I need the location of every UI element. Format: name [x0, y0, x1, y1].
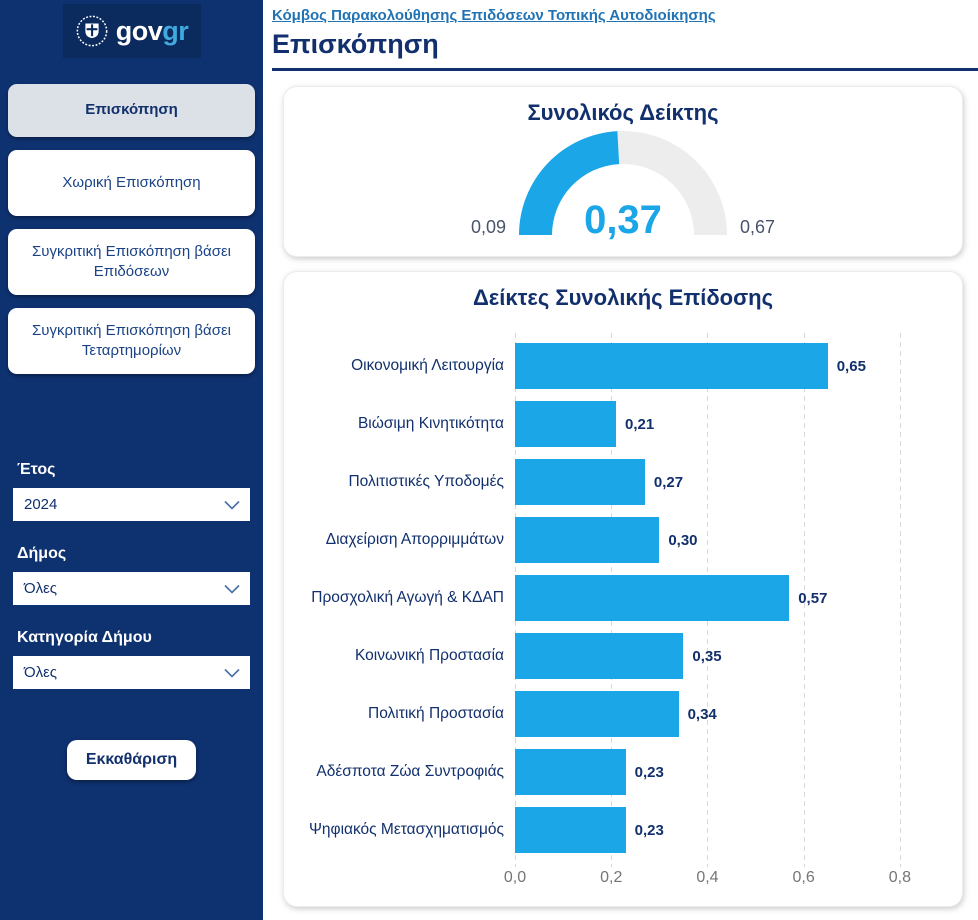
title-divider [272, 68, 978, 71]
x-axis-tick-label: 0,2 [600, 869, 623, 886]
gauge-arc [519, 130, 727, 235]
gridline [803, 333, 805, 867]
bar-row: Πολιτιστικές Υποδομές 0,27 [298, 453, 948, 511]
bar-value-label: 0,35 [692, 647, 722, 665]
bar-value-label: 0,27 [653, 473, 684, 491]
gauge-fill-arc [519, 131, 620, 235]
bar[interactable] [515, 633, 684, 679]
x-axis-tick-label: 0,4 [696, 869, 719, 886]
clear-filters-button[interactable]: Εκκαθάριση [66, 740, 197, 780]
municipality-select[interactable]: Όλες [13, 572, 250, 605]
municipality-filter-label: Δήμος [17, 545, 67, 562]
bar-rows: Οικονομική Λειτουργία 0,65 Βιώσιμη Κινητ… [298, 337, 948, 859]
nav-overview-button[interactable]: Επισκόπηση [8, 84, 255, 137]
gauge-chart: 0,09 0,67 0,37 [471, 130, 775, 242]
gauge-title: Συνολικός Δείκτης [527, 100, 719, 125]
bar-plot-area: 0,27 [515, 453, 948, 511]
bar-plot-area: 0,35 [515, 627, 948, 685]
bar-row: Προσχολική Αγωγή & ΚΔΑΠ 0,57 [298, 569, 948, 627]
bar-plot-area: 0,30 [515, 511, 948, 569]
bar-value-label: 0,21 [625, 415, 655, 433]
x-axis-tick-label: 0,6 [792, 869, 815, 886]
bar-category-label: Ψηφιακός Μετασχηματισμός [308, 821, 504, 839]
sidebar: govgr Επισκόπηση Χωρική Επισκόπηση Συγκρ… [0, 0, 263, 920]
bar-plot-area: 0,23 [515, 743, 948, 801]
site-home-link[interactable]: Κόμβος Παρακολούθησης Επιδόσεων Τοπικής … [272, 7, 716, 24]
bar-row: Οικονομική Λειτουργία 0,65 [298, 337, 948, 395]
gauge-min-label: 0,09 [471, 217, 507, 237]
municipality-category-filter-label: Κατηγορία Δήμου [17, 629, 152, 646]
bar-chart: Οικονομική Λειτουργία 0,65 Βιώσιμη Κινητ… [298, 333, 948, 893]
nav-comparative-performance-label: Συγκριτική Επισκόπηση βάσει Επιδόσεων [31, 242, 232, 280]
nav-comparative-quartiles-button[interactable]: Συγκριτική Επισκόπηση βάσει Τεταρτημορίω… [8, 308, 255, 374]
chevron-down-icon [224, 500, 240, 510]
bar-category-label: Οικονομική Λειτουργία [351, 357, 504, 375]
year-select[interactable]: 2024 [13, 488, 250, 521]
bar-category-label: Πολιτιστικές Υποδομές [348, 473, 504, 491]
bar-category-label: Βιώσιμη Κινητικότητα [357, 415, 504, 433]
x-axis-tick-label: 0,8 [888, 869, 911, 886]
bar-chart-card: Δείκτες Συνολικής Επίδοσης Οικονομική Λε… [283, 271, 963, 907]
nav-comparative-quartiles-label: Συγκριτική Επισκόπηση βάσει Τεταρτημορίω… [31, 321, 232, 359]
bar-row: Αδέσποτα Ζώα Συντροφιάς 0,23 [298, 743, 948, 801]
bar-category-label: Κοινωνική Προστασία [355, 647, 504, 665]
bar-category-label: Διαχείριση Απορριμμάτων [325, 531, 504, 549]
bar[interactable] [515, 749, 626, 795]
bar-row: Πολιτική Προστασία 0,34 [298, 685, 948, 743]
nav-spatial-overview-label: Χωρική Επισκόπηση [62, 173, 201, 191]
bar-plot-area: 0,21 [515, 395, 948, 453]
bar-value-label: 0,65 [836, 357, 866, 375]
bar[interactable] [515, 517, 660, 563]
bar-row: Διαχείριση Απορριμμάτων 0,30 [298, 511, 948, 569]
bar[interactable] [515, 401, 617, 447]
bar-plot-area: 0,23 [515, 801, 948, 859]
bar-category-label: Πολιτική Προστασία [368, 705, 504, 723]
nav-comparative-performance-button[interactable]: Συγκριτική Επισκόπηση βάσει Επιδόσεων [8, 229, 255, 295]
bar[interactable] [515, 691, 679, 737]
bar[interactable] [515, 459, 645, 505]
x-axis-tick-label: 0,0 [503, 869, 527, 886]
gauge-card: Συνολικός Δείκτης 0,09 0,67 0,37 [283, 86, 963, 257]
bar-plot-area: 0,65 [515, 337, 948, 395]
gauge-value: 0,37 [584, 198, 662, 242]
bar-row: Κοινωνική Προστασία 0,35 [298, 627, 948, 685]
bar-plot-area: 0,34 [515, 685, 948, 743]
municipality-category-select-value: Όλες [24, 664, 58, 681]
sidebar-nav: Επισκόπηση Χωρική Επισκόπηση Συγκριτική … [0, 84, 263, 374]
bar-value-label: 0,30 [668, 531, 698, 549]
bar-chart-title: Δείκτες Συνολικής Επίδοσης [472, 285, 774, 310]
govgr-emblem-icon [76, 15, 108, 47]
bar-value-label: 0,57 [798, 589, 828, 607]
chevron-down-icon [224, 584, 240, 594]
chevron-down-icon [224, 668, 240, 678]
main-content: Κόμβος Παρακολούθησης Επιδόσεων Τοπικής … [263, 0, 978, 920]
gridline [899, 333, 901, 867]
bar-row: Ψηφιακός Μετασχηματισμός 0,23 [298, 801, 948, 859]
bar-value-label: 0,23 [634, 821, 664, 839]
bar-category-label: Αδέσποτα Ζώα Συντροφιάς [316, 763, 504, 781]
bar[interactable] [515, 343, 828, 389]
bar-value-label: 0,23 [634, 763, 664, 781]
gauge-track-arc [617, 130, 727, 235]
bar[interactable] [515, 807, 626, 853]
page-title: Επισκόπηση [272, 29, 439, 59]
year-select-value: 2024 [24, 496, 58, 513]
govgr-logo: govgr [62, 4, 201, 58]
bar-value-label: 0,34 [687, 705, 717, 723]
nav-overview-label: Επισκόπηση [85, 101, 178, 119]
municipality-select-value: Όλες [24, 580, 58, 597]
bar-category-label: Προσχολική Αγωγή & ΚΔΑΠ [311, 589, 504, 607]
year-filter-label: Έτος [17, 461, 56, 478]
bar-plot-area: 0,57 [515, 569, 948, 627]
x-axis: 0,0 0,2 0,4 0,6 0,8 [504, 869, 948, 893]
filters-panel: Έτος 2024 Δήμος Όλες Κατηγορία Δήμου Όλε… [0, 461, 263, 689]
gauge-max-label: 0,67 [739, 217, 775, 237]
bar[interactable] [515, 575, 790, 621]
municipality-category-select[interactable]: Όλες [13, 656, 250, 689]
nav-spatial-overview-button[interactable]: Χωρική Επισκόπηση [8, 150, 255, 216]
bar-row: Βιώσιμη Κινητικότητα 0,21 [298, 395, 948, 453]
logo-wordmark: govgr [115, 15, 189, 46]
